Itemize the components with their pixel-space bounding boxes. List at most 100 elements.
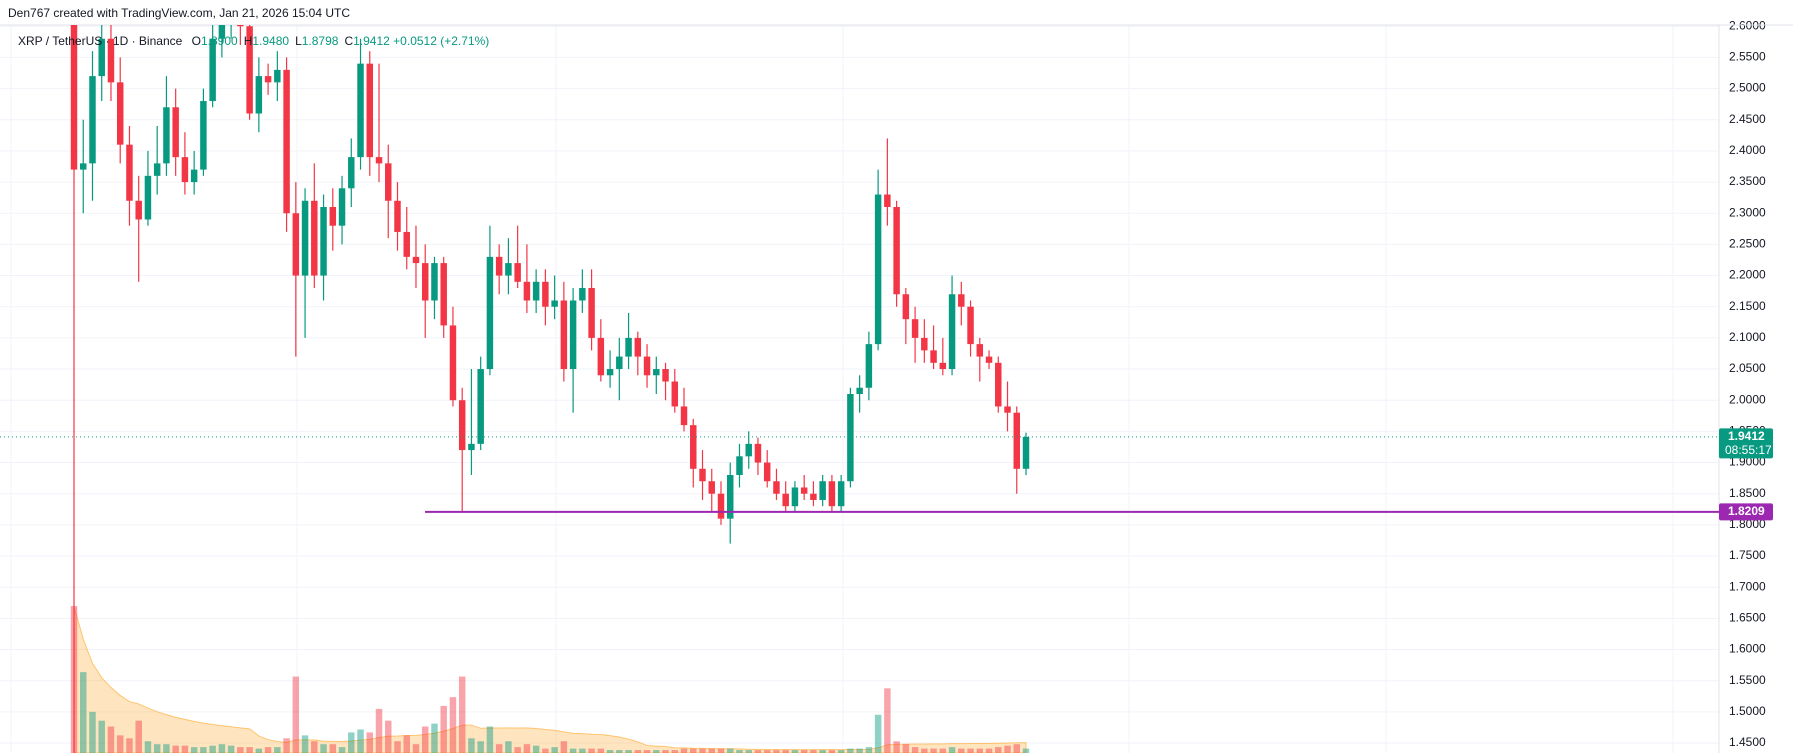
volume-bar — [89, 711, 96, 753]
volume-bar — [403, 735, 410, 753]
volume-bar — [144, 741, 152, 753]
volume-bar — [726, 748, 734, 753]
volume-bar — [606, 750, 614, 753]
volume-bar — [995, 747, 1002, 753]
candle-body — [902, 294, 910, 320]
volume-bar — [1013, 744, 1020, 753]
candle-body — [782, 493, 789, 507]
y-tick-label: 2.2500 — [1729, 237, 1766, 251]
volume-bar — [791, 750, 799, 753]
volume-bar — [181, 745, 189, 753]
volume-bar — [847, 748, 854, 753]
volume-bar — [625, 750, 632, 753]
volume-bar — [449, 697, 457, 753]
candle-body — [560, 300, 568, 370]
symbol-legend: XRP / TetherUS · 1D · Binance O1.8900 H1.… — [18, 34, 489, 48]
volume-bar — [643, 750, 651, 753]
candle-body — [680, 406, 688, 426]
price-label-box — [1719, 503, 1773, 521]
candle-body — [246, 26, 253, 114]
volume-bar — [440, 705, 447, 753]
volume-bar — [763, 750, 771, 753]
candle-body — [921, 337, 928, 351]
candle-body — [588, 288, 595, 338]
volume-bar — [680, 748, 688, 753]
volume-bar — [948, 747, 956, 753]
candle-body — [643, 356, 651, 376]
candle-body — [856, 387, 863, 394]
candle-body — [791, 487, 799, 507]
candle-body — [385, 163, 392, 201]
volume-bar — [717, 748, 725, 753]
volume-bar — [653, 750, 660, 753]
volume-bar — [736, 750, 743, 753]
volume-bar — [902, 744, 910, 753]
y-tick-label: 1.8000 — [1729, 517, 1766, 531]
volume-bar — [283, 738, 290, 753]
legend-value: 1.8900 — [200, 34, 238, 48]
candle-body — [70, 25, 78, 170]
candle-body — [394, 200, 401, 232]
volume-bar — [135, 720, 142, 753]
volume-bar — [921, 748, 928, 753]
volume-bar — [190, 747, 198, 753]
candle-body — [338, 188, 346, 226]
volume-bar — [385, 720, 392, 753]
countdown-label: 08:55:17 — [1725, 443, 1772, 457]
volume-bar — [126, 738, 133, 753]
y-tick-label: 1.7000 — [1729, 579, 1766, 593]
candle-body — [699, 468, 706, 482]
candle-body — [763, 462, 771, 482]
volume-bar — [431, 723, 438, 753]
volume-bar — [375, 708, 383, 753]
candle-body — [237, 25, 244, 27]
candle-body — [884, 194, 891, 207]
y-tick-label: 1.6000 — [1729, 642, 1766, 656]
volume-bar — [754, 750, 762, 753]
volume-bar — [699, 748, 706, 753]
candle-body — [153, 163, 161, 176]
candle-body — [819, 481, 826, 500]
candle-body — [98, 38, 105, 77]
candle-body — [523, 281, 531, 301]
volume-bar — [690, 748, 697, 753]
volume-bar — [810, 750, 817, 753]
volume-bar — [116, 735, 124, 753]
volume-bar — [246, 747, 253, 753]
ohlc-values: O1.8900 H1.9480 L1.8798 C1.9412 — [186, 34, 390, 48]
legend-label: O — [191, 34, 201, 48]
volume-bar — [477, 741, 484, 753]
candle-body — [412, 256, 420, 264]
price-label-box — [1719, 428, 1773, 459]
candle-body — [653, 369, 660, 376]
candle-body — [717, 493, 725, 519]
candle-body — [431, 263, 438, 301]
volume-bar — [597, 748, 605, 753]
volume-bar — [893, 741, 900, 753]
volume-bar — [394, 741, 401, 753]
candle-body — [348, 157, 355, 189]
legend-value: 1.9412 — [353, 34, 390, 48]
volume-bar — [828, 750, 836, 753]
y-tick-label: 2.4000 — [1729, 143, 1766, 157]
volume-bar — [274, 747, 281, 753]
candle-body — [163, 107, 170, 164]
candle-body — [690, 425, 697, 469]
candle-body — [800, 487, 808, 494]
candle-body — [634, 337, 642, 357]
volume-bar — [884, 688, 891, 753]
price-label: 1.8209 — [1728, 504, 1765, 518]
candle-body — [865, 344, 873, 388]
candle-body — [948, 294, 956, 370]
candle-body — [837, 481, 845, 507]
volume-bar — [837, 750, 845, 753]
candle-body — [930, 350, 937, 363]
volume-bar — [255, 748, 263, 753]
volume-bar — [200, 747, 207, 753]
volume-bar — [338, 747, 346, 753]
volume-bar — [911, 747, 919, 753]
candle-body — [662, 369, 669, 382]
candle-body — [985, 356, 993, 363]
